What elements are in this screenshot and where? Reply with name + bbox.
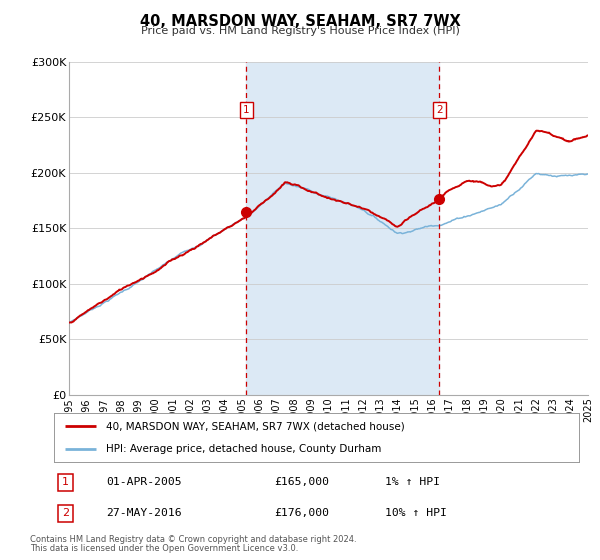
Text: 01-APR-2005: 01-APR-2005 xyxy=(107,477,182,487)
Text: 1: 1 xyxy=(62,477,69,487)
Text: This data is licensed under the Open Government Licence v3.0.: This data is licensed under the Open Gov… xyxy=(30,544,298,553)
Text: 40, MARSDON WAY, SEAHAM, SR7 7WX (detached house): 40, MARSDON WAY, SEAHAM, SR7 7WX (detach… xyxy=(107,421,405,431)
Text: £165,000: £165,000 xyxy=(275,477,329,487)
Text: Contains HM Land Registry data © Crown copyright and database right 2024.: Contains HM Land Registry data © Crown c… xyxy=(30,535,356,544)
Text: 1: 1 xyxy=(243,105,250,115)
Text: HPI: Average price, detached house, County Durham: HPI: Average price, detached house, Coun… xyxy=(107,444,382,454)
Text: 10% ↑ HPI: 10% ↑ HPI xyxy=(385,508,446,519)
Text: 2: 2 xyxy=(62,508,69,519)
Text: 2: 2 xyxy=(436,105,443,115)
Text: 1% ↑ HPI: 1% ↑ HPI xyxy=(385,477,440,487)
Text: 40, MARSDON WAY, SEAHAM, SR7 7WX: 40, MARSDON WAY, SEAHAM, SR7 7WX xyxy=(140,14,460,29)
Text: Price paid vs. HM Land Registry's House Price Index (HPI): Price paid vs. HM Land Registry's House … xyxy=(140,26,460,36)
Bar xyxy=(247,62,439,395)
Text: 27-MAY-2016: 27-MAY-2016 xyxy=(107,508,182,519)
Text: £176,000: £176,000 xyxy=(275,508,329,519)
